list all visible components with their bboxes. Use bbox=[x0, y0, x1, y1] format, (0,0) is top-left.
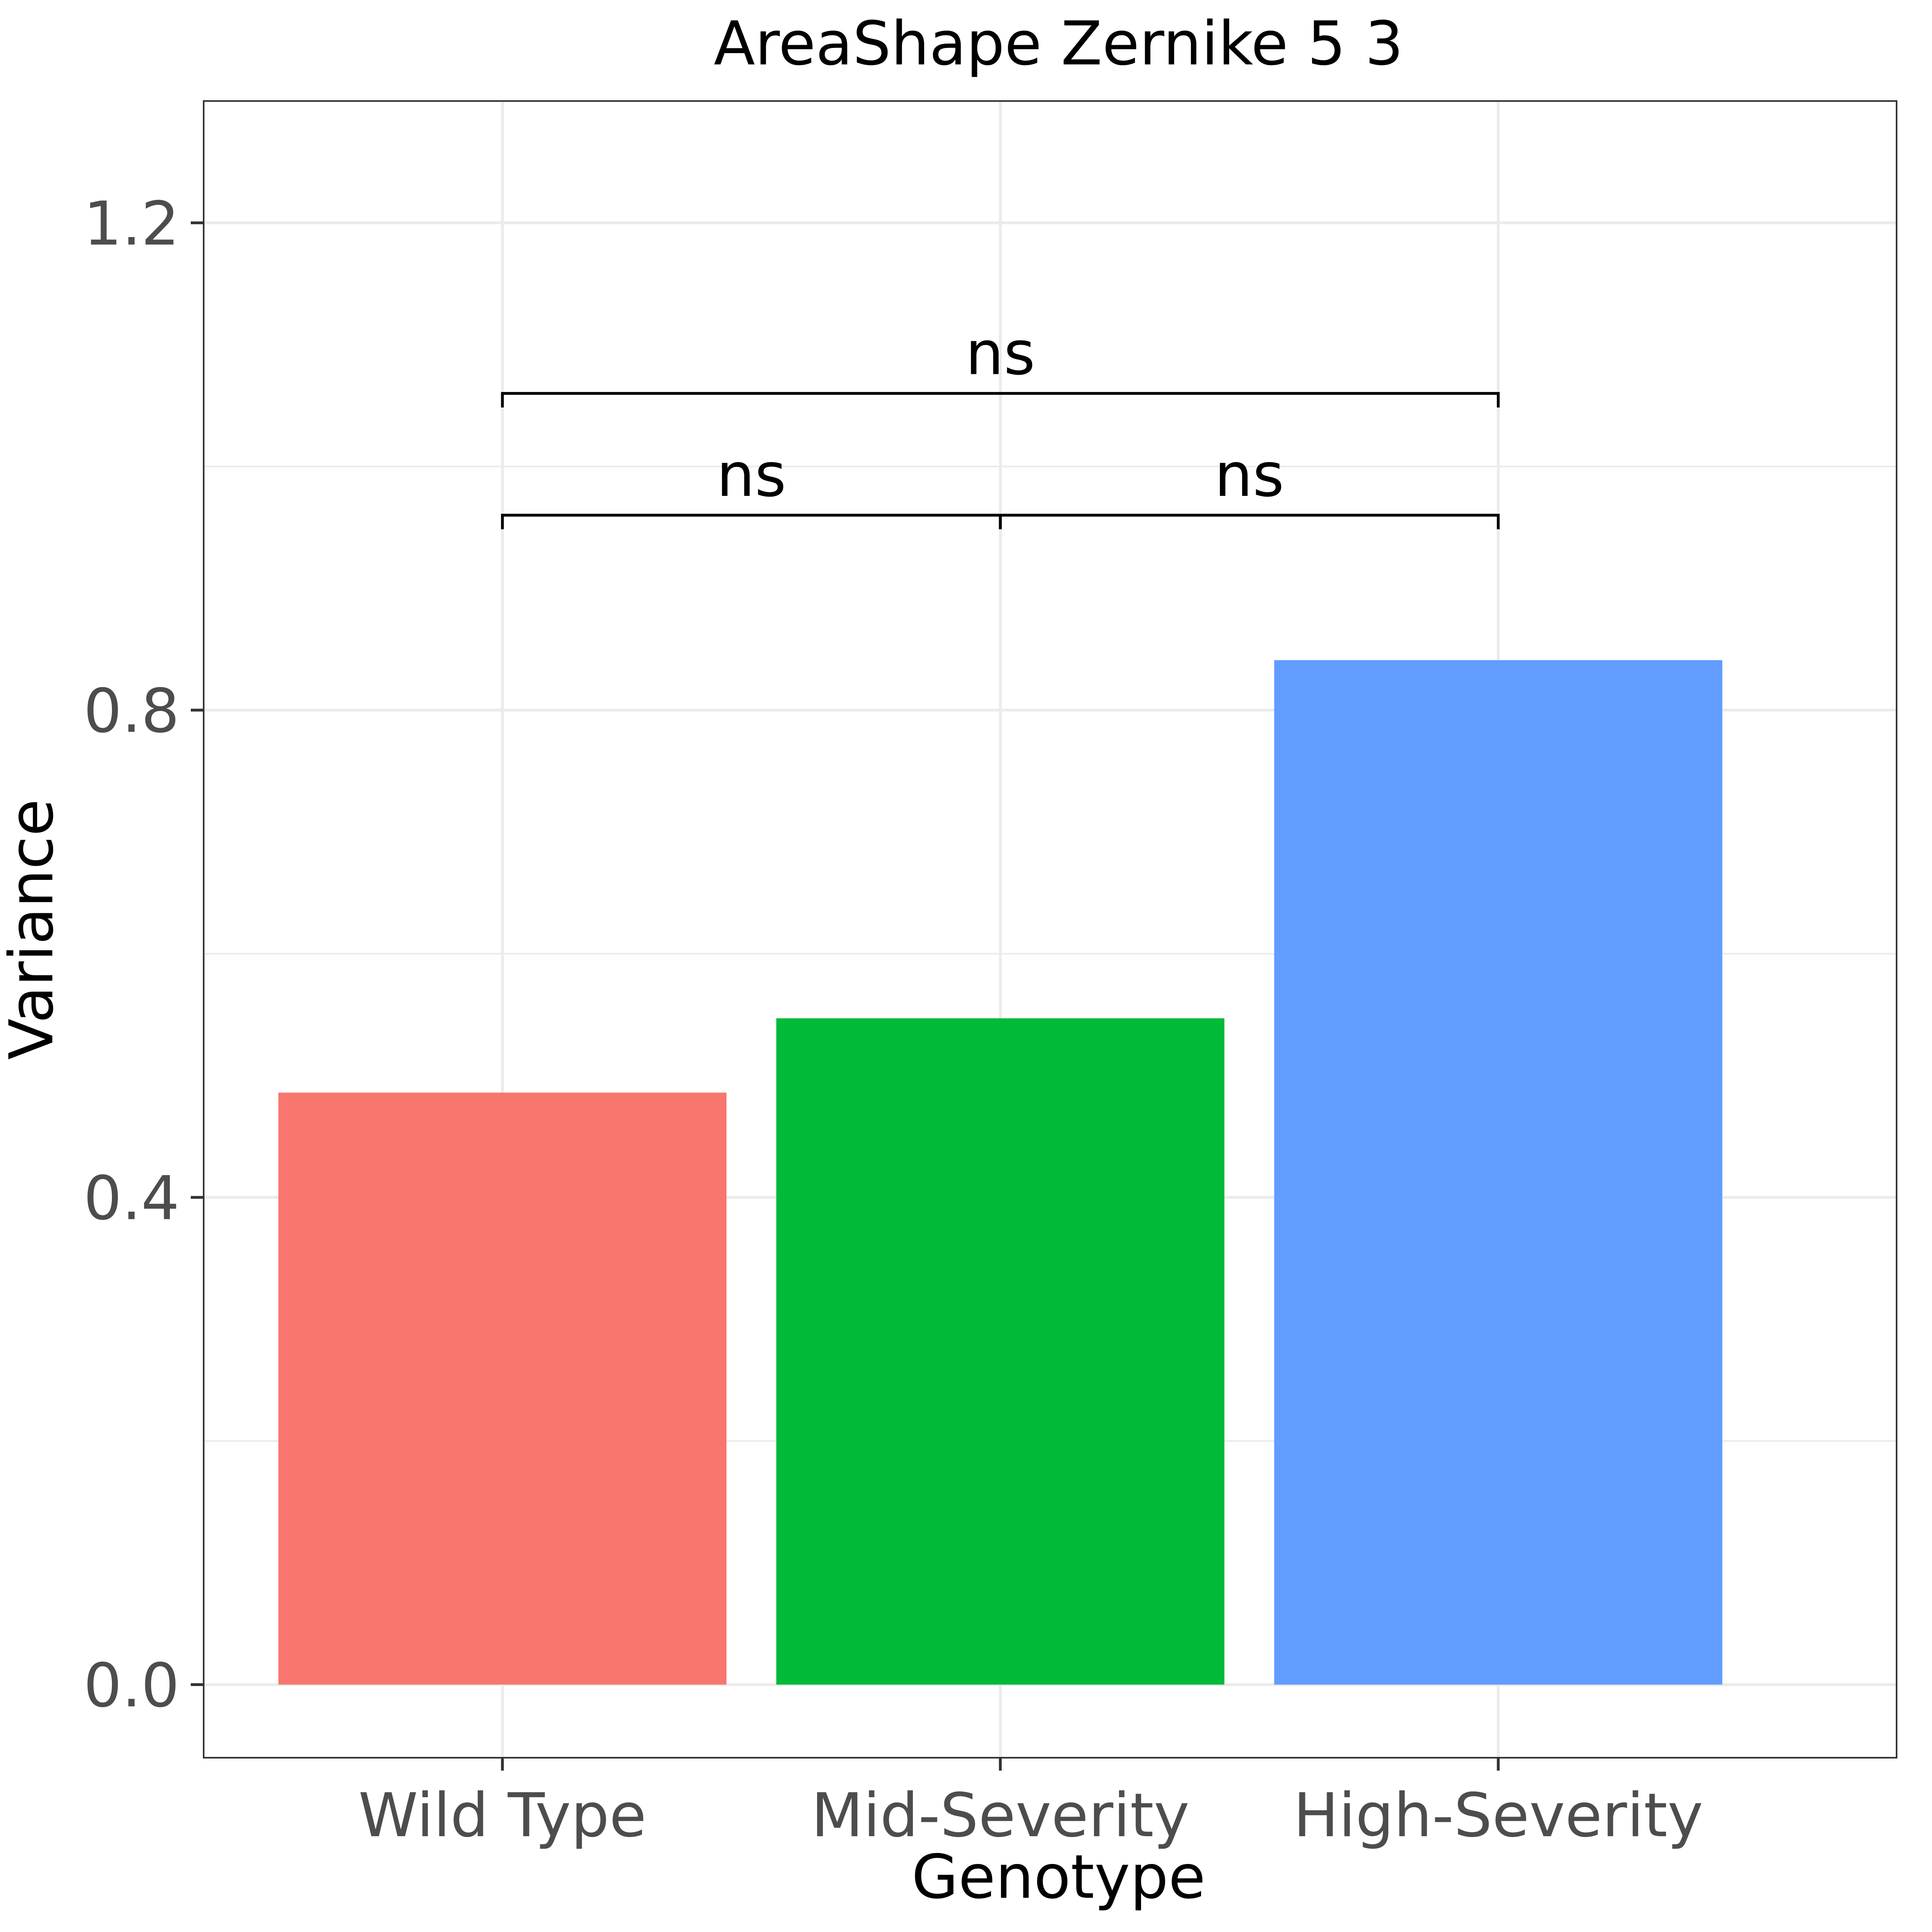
chart-title: AreaShape Zernike 5 3 bbox=[714, 9, 1403, 79]
y-axis-title: Variance bbox=[0, 799, 67, 1060]
y-tick-label: 0.4 bbox=[83, 1164, 180, 1234]
bar-high-severity bbox=[1274, 660, 1723, 1685]
y-axis: 0.0 0.4 0.8 1.2 bbox=[83, 189, 204, 1721]
x-tick-label: Mid-Severity bbox=[811, 1781, 1189, 1851]
significance-bracket bbox=[999, 514, 1500, 529]
x-axis: Wild Type Mid-Severity High-Severity bbox=[358, 1758, 1703, 1851]
significance-bracket bbox=[501, 392, 1500, 408]
bar-wild-type bbox=[278, 1092, 727, 1685]
y-tick-label: 0.0 bbox=[83, 1651, 180, 1721]
significance-label: ns bbox=[716, 440, 786, 510]
x-tick-label: High-Severity bbox=[1293, 1781, 1703, 1851]
panel-border bbox=[203, 100, 1897, 1759]
y-tick-label: 0.8 bbox=[83, 676, 180, 746]
significance-brackets: ns ns ns bbox=[501, 318, 1500, 529]
significance-label: ns bbox=[966, 318, 1035, 388]
bar-mid-severity bbox=[776, 1018, 1224, 1685]
y-tick-label: 1.2 bbox=[83, 189, 180, 259]
significance-label: ns bbox=[1214, 440, 1284, 510]
x-axis-title: Genotype bbox=[912, 1842, 1205, 1912]
x-tick-label: Wild Type bbox=[358, 1781, 646, 1851]
bars bbox=[278, 660, 1723, 1685]
